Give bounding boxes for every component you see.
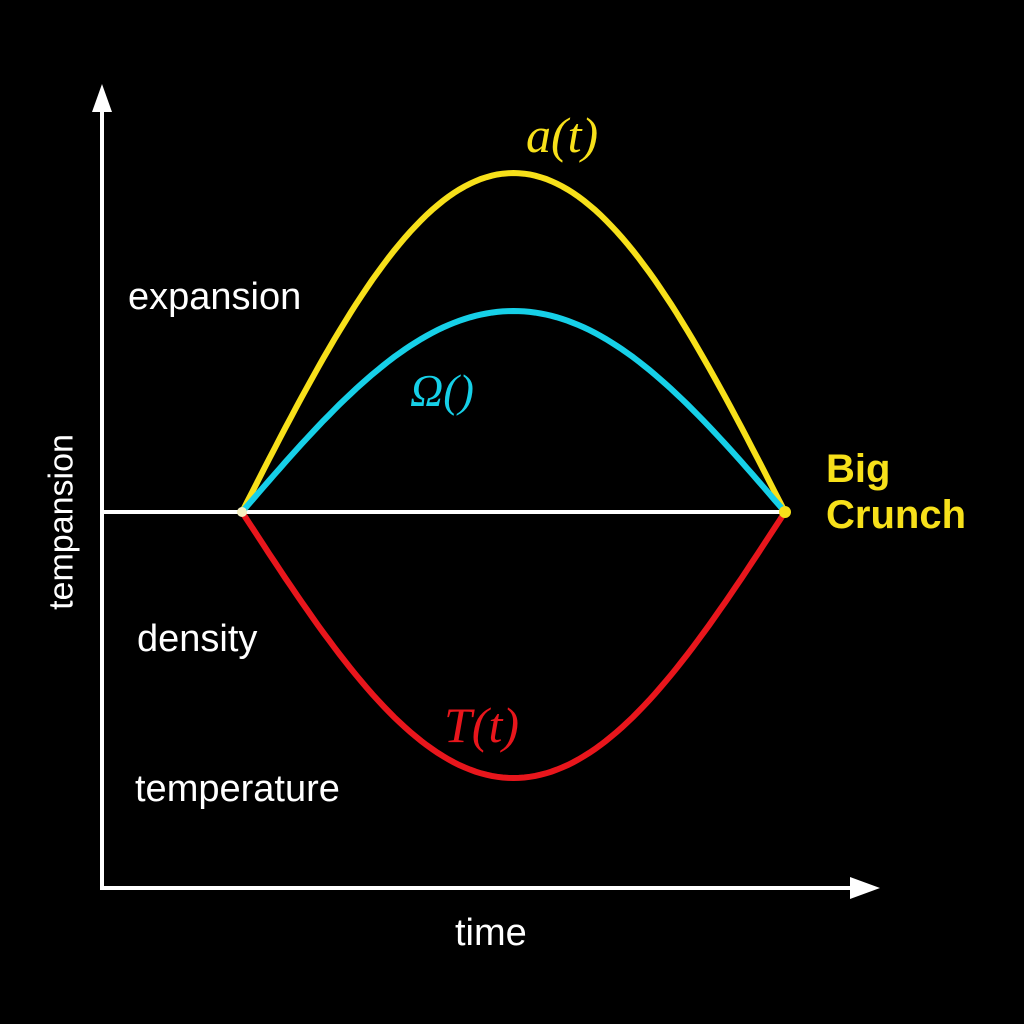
x-axis-label: time: [455, 912, 527, 954]
y-axis-arrow: [92, 84, 112, 112]
y-axis-label: tempansion: [42, 434, 81, 610]
big-bang-point: [237, 507, 247, 517]
omega-label: Ω(): [410, 365, 474, 416]
curve-omega: [239, 307, 788, 515]
temperature-label: temperature: [135, 768, 340, 810]
expansion-label: expansion: [128, 276, 302, 318]
big-crunch-point: [779, 506, 791, 518]
big-crunch-label: Big Crunch: [826, 446, 966, 538]
x-axis-arrow: [850, 877, 880, 899]
curve-scale-factor: [239, 169, 788, 515]
scale-factor-label: a(t): [526, 107, 599, 163]
big-crunch-line1: Big: [826, 447, 891, 491]
temperature-curve-label: T(t): [444, 697, 519, 753]
density-label: density: [137, 618, 258, 660]
curve-temperature: [239, 509, 788, 782]
big-crunch-line2: Crunch: [826, 493, 966, 537]
